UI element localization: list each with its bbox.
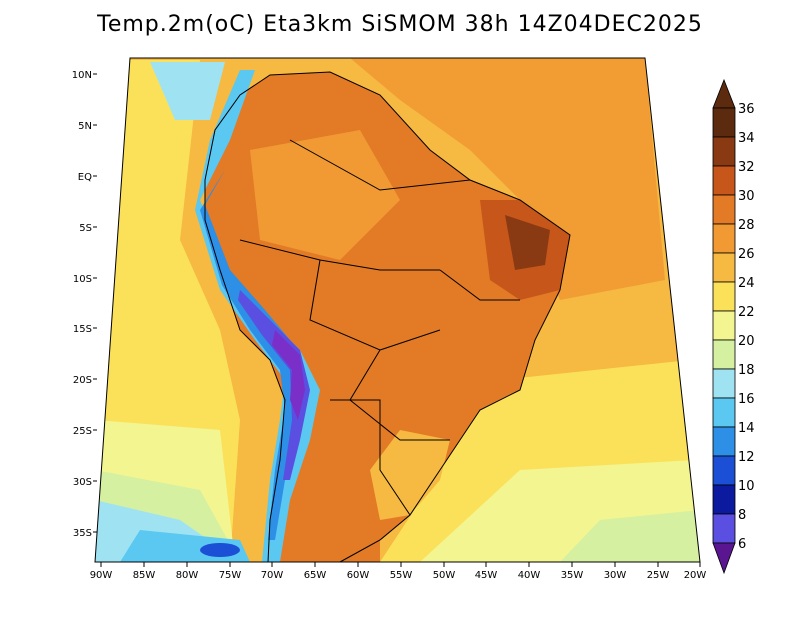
colorbar-label: 14 bbox=[738, 421, 755, 436]
colorbar-swatch-22-24 bbox=[712, 281, 736, 312]
colorbar-labels: 36 34 32 30 28 26 24 22 20 18 16 14 12 1… bbox=[738, 102, 755, 552]
lon-label: 80W bbox=[176, 570, 199, 581]
lat-label: 10S bbox=[73, 274, 92, 285]
colorbar-label: 24 bbox=[738, 276, 755, 291]
lat-label: EQ bbox=[78, 172, 92, 183]
lat-ticks bbox=[93, 73, 97, 533]
colorbar-swatch-18-20 bbox=[712, 339, 736, 370]
colorbar-swatch-28-30 bbox=[712, 194, 736, 225]
colorbar-label: 18 bbox=[738, 363, 755, 378]
colorbar-label: 10 bbox=[738, 479, 755, 494]
colorbar-label: 6 bbox=[738, 537, 746, 552]
colorbar-swatch-12-14 bbox=[712, 426, 736, 457]
lon-label: 55W bbox=[390, 570, 413, 581]
lat-label: 20S bbox=[73, 375, 92, 386]
lon-label: 20W bbox=[684, 570, 707, 581]
colorbar-label: 36 bbox=[738, 102, 755, 117]
colorbar-label: 8 bbox=[738, 508, 746, 523]
lon-label: 65W bbox=[304, 570, 327, 581]
lat-label: 35S bbox=[73, 528, 92, 539]
lon-label: 35W bbox=[561, 570, 584, 581]
lon-label: 50W bbox=[433, 570, 456, 581]
colorbar-swatch-32-34 bbox=[712, 136, 736, 167]
lat-labels: 10N 5N EQ 5S 10S 15S 20S 25S 30S 35S bbox=[72, 70, 92, 539]
colorbar-swatch-24-26 bbox=[712, 252, 736, 283]
colorbar-arrow-top bbox=[712, 78, 736, 109]
lat-label: 15S bbox=[73, 324, 92, 335]
lon-label: 70W bbox=[261, 570, 284, 581]
lon-labels: 90W 85W 80W 75W 70W 65W 60W 55W 50W 45W … bbox=[90, 570, 707, 581]
colorbar-label: 16 bbox=[738, 392, 755, 407]
map-title: Temp.2m(oC) Eta3km SiSMOM 38h 14Z04DEC20… bbox=[97, 12, 703, 37]
colorbar-label: 30 bbox=[738, 189, 755, 204]
lon-label: 25W bbox=[647, 570, 670, 581]
temperature-field bbox=[95, 58, 700, 562]
lon-label: 60W bbox=[347, 570, 370, 581]
colorbar-swatch-16-18 bbox=[712, 368, 736, 399]
colorbar-label: 28 bbox=[738, 218, 755, 233]
colorbar-arrow-bottom bbox=[712, 542, 736, 575]
colorbar-swatch-34-36 bbox=[712, 107, 736, 138]
lon-axis bbox=[100, 562, 701, 567]
lon-label: 40W bbox=[518, 570, 541, 581]
colorbar-swatch-6-8 bbox=[712, 513, 736, 544]
colorbar-label: 12 bbox=[738, 450, 755, 465]
lat-label: 25S bbox=[73, 426, 92, 437]
colorbar-label: 20 bbox=[738, 334, 755, 349]
colorbar-swatch-30-32 bbox=[712, 165, 736, 196]
colorbar bbox=[712, 78, 736, 575]
colorbar-swatch-10-12 bbox=[712, 455, 736, 486]
lat-label: 5N bbox=[78, 121, 92, 132]
lon-label: 85W bbox=[133, 570, 156, 581]
colorbar-label: 26 bbox=[738, 247, 755, 262]
lon-label: 45W bbox=[475, 570, 498, 581]
colorbar-swatch-14-16 bbox=[712, 397, 736, 428]
lon-label: 30W bbox=[604, 570, 627, 581]
lon-label: 75W bbox=[219, 570, 242, 581]
colorbar-swatch-8-10 bbox=[712, 484, 736, 515]
colorbar-label: 22 bbox=[738, 305, 755, 320]
lat-label: 5S bbox=[79, 223, 92, 234]
colorbar-swatch-20-22 bbox=[712, 310, 736, 341]
lat-label: 10N bbox=[72, 70, 92, 81]
colorbar-label: 32 bbox=[738, 160, 755, 175]
colorbar-swatch-26-28 bbox=[712, 223, 736, 254]
lat-label: 30S bbox=[73, 477, 92, 488]
colorbar-label: 34 bbox=[738, 131, 755, 146]
country-borders bbox=[204, 71, 571, 563]
lon-label: 90W bbox=[90, 570, 113, 581]
